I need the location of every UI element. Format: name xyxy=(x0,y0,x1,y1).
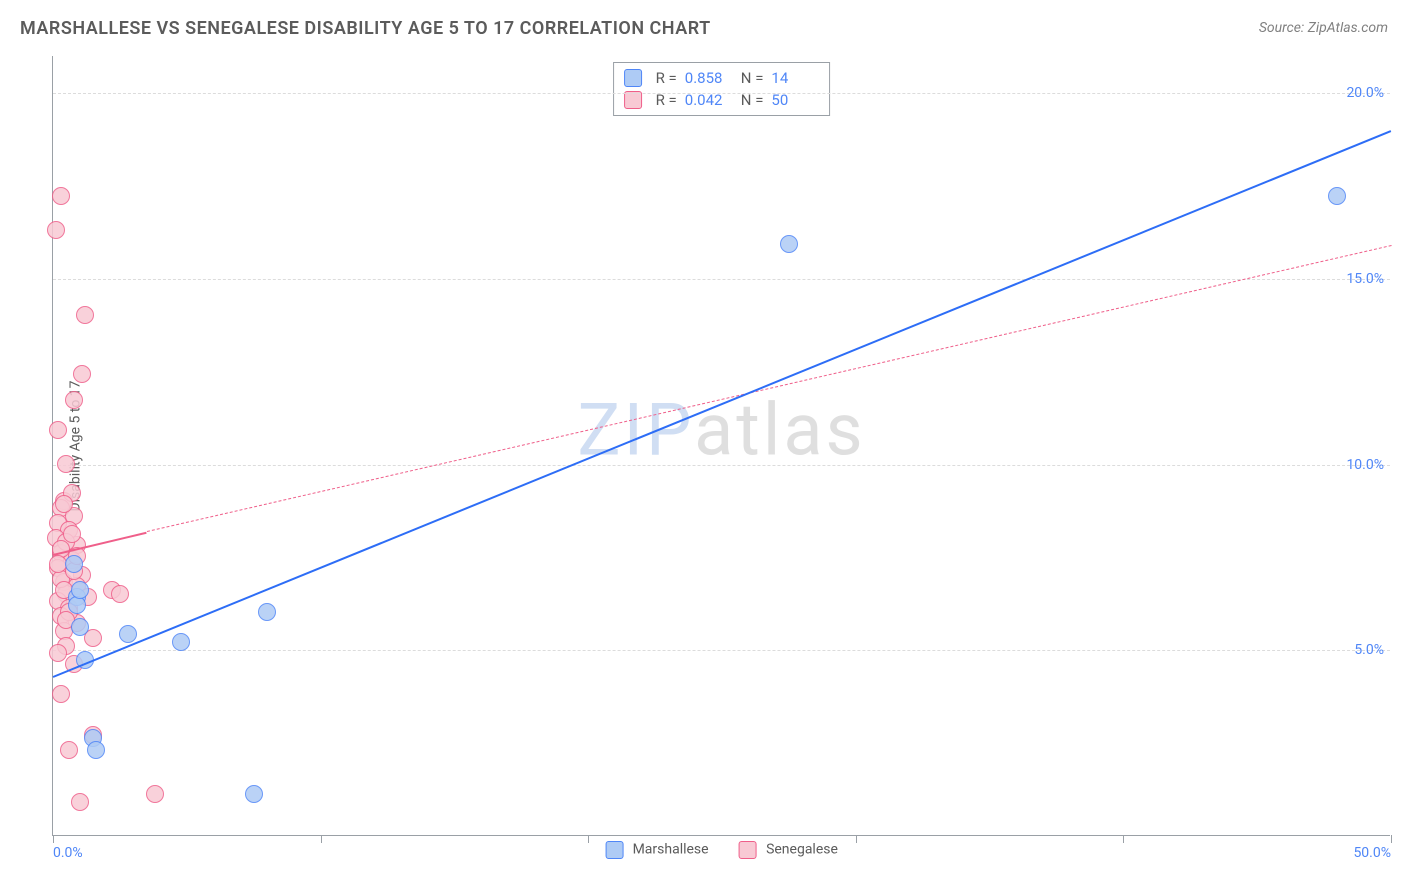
data-point xyxy=(52,187,70,205)
y-tick-label: 20.0% xyxy=(1346,85,1384,101)
legend-swatch-senegalese xyxy=(739,841,757,859)
data-point xyxy=(73,365,91,383)
x-tick-label: 50.0% xyxy=(1353,845,1391,861)
stat-label-n: N = xyxy=(741,69,764,87)
stat-value-r1: 0.858 xyxy=(685,69,733,87)
legend-item-senegalese: Senegalese xyxy=(739,841,838,859)
data-point xyxy=(258,603,276,621)
legend-swatch-marshallese xyxy=(605,841,623,859)
trend-line-dashed xyxy=(147,245,1392,532)
data-point xyxy=(245,785,263,803)
gridline-h xyxy=(53,465,1390,466)
data-point xyxy=(65,555,83,573)
x-tick xyxy=(1123,835,1124,843)
data-point xyxy=(65,391,83,409)
stat-value-n1: 14 xyxy=(771,69,819,87)
data-point xyxy=(71,618,89,636)
data-point xyxy=(76,306,94,324)
trend-line xyxy=(53,130,1392,678)
x-tick xyxy=(856,835,857,843)
legend-item-marshallese: Marshallese xyxy=(605,841,709,859)
gridline-h xyxy=(53,279,1390,280)
x-tick xyxy=(588,835,589,843)
data-point xyxy=(55,495,73,513)
data-point xyxy=(780,235,798,253)
series-legend: Marshallese Senegalese xyxy=(605,841,838,859)
data-point xyxy=(71,793,89,811)
data-point xyxy=(47,221,65,239)
x-tick xyxy=(321,835,322,843)
y-tick-label: 5.0% xyxy=(1354,642,1384,658)
source-attribution: Source: ZipAtlas.com xyxy=(1259,20,1388,36)
stats-legend: R = 0.858 N = 14 R = 0.042 N = 50 xyxy=(613,62,831,116)
watermark-part1: ZIP xyxy=(577,387,694,472)
data-point xyxy=(146,785,164,803)
data-point xyxy=(60,741,78,759)
data-point xyxy=(49,421,67,439)
data-point xyxy=(63,525,81,543)
x-tick-label: 0.0% xyxy=(53,845,83,861)
chart-title: MARSHALLESE VS SENEGALESE DISABILITY AGE… xyxy=(20,18,711,39)
data-point xyxy=(71,581,89,599)
data-point xyxy=(49,644,67,662)
plot-area: ZIPatlas R = 0.858 N = 14 R = 0.042 N = … xyxy=(52,56,1390,836)
data-point xyxy=(52,685,70,703)
y-tick-label: 15.0% xyxy=(1346,271,1384,287)
data-point xyxy=(111,585,129,603)
stat-label-r: R = xyxy=(656,69,677,87)
y-tick-label: 10.0% xyxy=(1346,457,1384,473)
gridline-h xyxy=(53,93,1390,94)
swatch-marshallese xyxy=(624,69,642,87)
watermark: ZIPatlas xyxy=(577,387,865,472)
chart-container: MARSHALLESE VS SENEGALESE DISABILITY AGE… xyxy=(0,0,1406,892)
data-point xyxy=(1328,187,1346,205)
data-point xyxy=(172,633,190,651)
x-tick xyxy=(53,835,54,843)
data-point xyxy=(87,741,105,759)
stats-row-marshallese: R = 0.858 N = 14 xyxy=(624,67,820,89)
legend-label-senegalese: Senegalese xyxy=(766,842,838,858)
gridline-h xyxy=(53,650,1390,651)
data-point xyxy=(119,625,137,643)
legend-label-marshallese: Marshallese xyxy=(633,842,709,858)
data-point xyxy=(57,455,75,473)
x-tick xyxy=(1391,835,1392,843)
